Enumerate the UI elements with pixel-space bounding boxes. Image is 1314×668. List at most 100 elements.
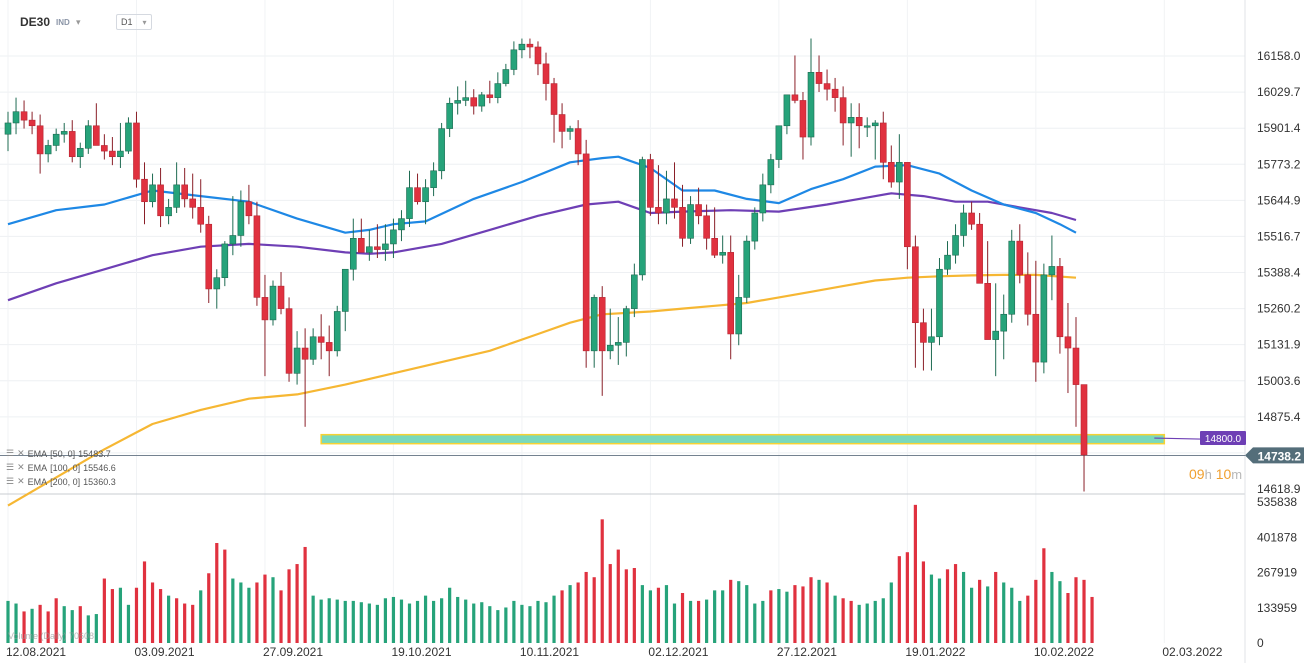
- symbol-label[interactable]: DE30: [20, 15, 51, 29]
- volume-bar: [793, 585, 797, 643]
- candle: [149, 173, 156, 208]
- candle-body: [44, 145, 52, 155]
- volume-bar: [945, 569, 950, 643]
- legend-ema50-params: [50, 0]: [50, 448, 76, 459]
- candle: [470, 89, 478, 115]
- candle-body: [783, 94, 791, 127]
- candle: [887, 145, 895, 188]
- volume-bar: [175, 598, 179, 643]
- volume-bar: [167, 595, 171, 643]
- volume-bar: [913, 504, 917, 643]
- drag-handle-icon[interactable]: ☰: [6, 448, 15, 458]
- volume-bar: [183, 603, 187, 643]
- volume-bar: [729, 579, 733, 643]
- volume-bar: [576, 582, 580, 643]
- candle-body: [382, 243, 389, 250]
- candle-body: [855, 117, 863, 127]
- candle-body: [1008, 240, 1016, 315]
- candle-body: [101, 145, 108, 152]
- candle-body: [358, 238, 365, 253]
- candle: [614, 317, 622, 365]
- candle-body: [197, 207, 205, 225]
- volume-tick-label: 267919: [1257, 566, 1297, 580]
- candle-body: [815, 72, 823, 84]
- volume-bar: [656, 587, 661, 643]
- volume-bar: [1034, 579, 1038, 643]
- candle: [944, 241, 951, 275]
- candle: [309, 328, 317, 365]
- candle-body: [743, 240, 751, 298]
- candle: [414, 173, 421, 205]
- volume-bar: [142, 561, 147, 643]
- candle-body: [655, 207, 662, 214]
- symbol-dropdown-icon[interactable]: ▾: [76, 16, 81, 27]
- timeframe-value: D1: [121, 17, 133, 27]
- price-tick-label: 16029.7: [1257, 85, 1301, 99]
- candle-body: [12, 111, 20, 124]
- volume-bar: [399, 599, 404, 643]
- legend-ema50-label: EMA: [27, 448, 48, 459]
- candle-body: [944, 254, 951, 270]
- candle-body: [1032, 313, 1040, 363]
- legend-ema100-value: 15546.6: [83, 462, 116, 473]
- volume-bar: [970, 587, 974, 643]
- candle: [799, 92, 807, 160]
- close-icon[interactable]: ✕: [17, 476, 25, 486]
- candle-body: [582, 153, 590, 352]
- drag-handle-icon[interactable]: ☰: [6, 476, 15, 486]
- candle-body: [534, 46, 542, 65]
- price-tick-label: 14618.9: [1257, 482, 1301, 496]
- date-tick-label: 19.01.2022: [905, 645, 965, 659]
- candle-body: [406, 187, 413, 219]
- drag-handle-icon[interactable]: ☰: [6, 462, 15, 472]
- timeframe-select[interactable]: D1 ▾: [116, 14, 152, 30]
- candle-body: [1016, 240, 1024, 276]
- volume-bar: [343, 600, 347, 643]
- price-tick-label: 15260.2: [1257, 302, 1301, 316]
- candle: [510, 41, 518, 76]
- candle-body: [510, 49, 518, 70]
- close-icon[interactable]: ✕: [17, 448, 25, 458]
- candle: [189, 173, 196, 219]
- candle-body: [165, 207, 172, 217]
- volume-bar: [231, 578, 235, 643]
- candle-body: [606, 344, 614, 352]
- candle: [1008, 229, 1016, 323]
- volume-bar: [456, 596, 460, 643]
- legend-ema100[interactable]: ☰ ✕ EMA [100, 0] 15546.6: [6, 462, 116, 473]
- candle-body: [542, 63, 550, 84]
- candle: [173, 162, 180, 213]
- volume-bar: [86, 615, 90, 643]
- candle-body: [398, 218, 405, 231]
- volume-bar: [118, 587, 123, 643]
- candle-body: [189, 198, 196, 208]
- legend-ema200-value: 15360.3: [83, 476, 116, 487]
- candle-body: [574, 128, 582, 155]
- candle: [221, 241, 229, 287]
- candle: [960, 204, 967, 247]
- level-line: [1154, 437, 1201, 440]
- volume-bar: [464, 599, 468, 643]
- date-tick-label: 27.12.2021: [777, 645, 837, 659]
- candle: [783, 94, 791, 135]
- candle: [759, 173, 767, 222]
- close-icon[interactable]: ✕: [17, 462, 25, 472]
- candle: [727, 235, 735, 360]
- candle-body: [695, 204, 702, 217]
- volume-bar: [30, 608, 34, 643]
- legend-ema50[interactable]: ☰ ✕ EMA [50, 0] 15483.7: [6, 448, 111, 459]
- candle-body: [446, 102, 453, 129]
- volume-bar: [929, 574, 934, 643]
- legend-ema200[interactable]: ☰ ✕ EMA [200, 0] 15360.3: [6, 476, 116, 487]
- candle: [839, 86, 847, 146]
- legend-ema100-params: [100, 0]: [50, 462, 81, 473]
- candle: [671, 162, 678, 219]
- volume-bar: [865, 603, 869, 643]
- candle-body: [703, 215, 710, 239]
- candle-body: [976, 223, 983, 284]
- candle-body: [309, 336, 317, 360]
- volume-bar: [953, 564, 958, 643]
- candle-body: [1048, 266, 1056, 276]
- candle-body: [735, 297, 743, 335]
